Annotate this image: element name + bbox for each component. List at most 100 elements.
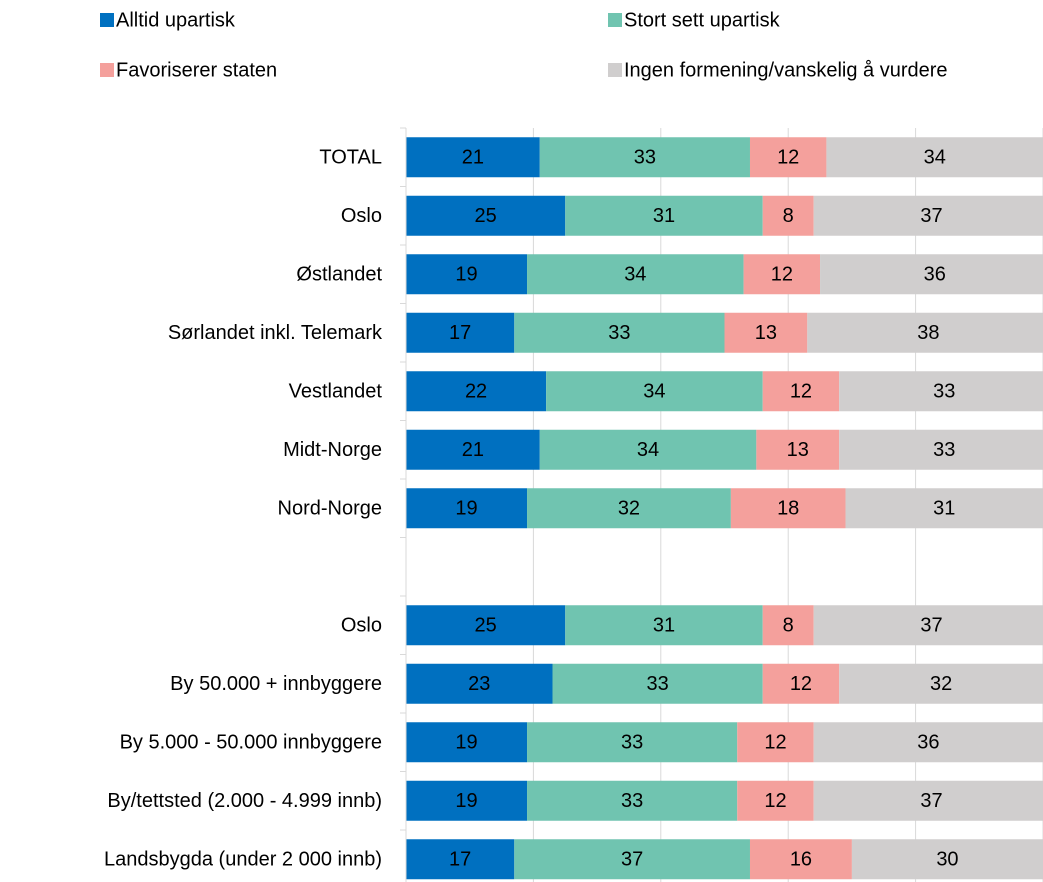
data-label: 23 xyxy=(468,673,490,695)
data-label: 12 xyxy=(764,790,786,812)
data-label: 32 xyxy=(930,673,952,695)
bar-segment xyxy=(743,254,821,295)
legend-swatch xyxy=(608,13,622,27)
bar-segment xyxy=(406,605,566,646)
data-label: 34 xyxy=(643,381,665,403)
data-label: 13 xyxy=(787,439,809,461)
data-label: 19 xyxy=(455,264,477,286)
bar-segment xyxy=(756,429,840,470)
data-label: 12 xyxy=(777,147,799,169)
category-label: By 50.000 + innbyggere xyxy=(170,673,382,695)
data-label: 33 xyxy=(646,673,668,695)
bar-segment xyxy=(514,839,750,880)
data-label: 31 xyxy=(653,205,675,227)
data-label: 37 xyxy=(920,615,942,637)
data-label: 12 xyxy=(790,673,812,695)
bar-segment xyxy=(406,839,515,880)
bars: 21 33 12 34 25 31 8 37 19 34 12 36 17 33 13 38 22 34 12 33 2… xyxy=(406,137,1043,880)
bar-segment xyxy=(406,137,540,178)
data-label: 36 xyxy=(917,732,939,754)
data-label: 37 xyxy=(920,205,942,227)
legend-label: Stort sett upartisk xyxy=(624,9,781,31)
data-label: 12 xyxy=(790,381,812,403)
data-label: 19 xyxy=(455,790,477,812)
bar-segment xyxy=(845,488,1043,529)
bar-segment xyxy=(565,195,763,236)
bar-segment xyxy=(527,254,744,295)
data-label: 16 xyxy=(790,849,812,871)
bar-segment xyxy=(813,605,1043,646)
category-label: Landsbygda (under 2 000 innb) xyxy=(104,849,382,871)
legend-label: Favoriserer staten xyxy=(116,59,277,81)
bar-segment xyxy=(730,488,846,529)
data-label: 37 xyxy=(621,849,643,871)
bar-segment xyxy=(546,371,763,412)
data-label: 36 xyxy=(924,264,946,286)
bar-segment xyxy=(406,663,553,704)
bar-segment xyxy=(737,780,814,821)
data-label: 21 xyxy=(462,147,484,169)
category-label: Oslo xyxy=(341,205,382,227)
legend-label: Ingen formening/vanskelig å vurdere xyxy=(624,59,948,81)
data-label: 33 xyxy=(634,147,656,169)
data-label: 25 xyxy=(475,615,497,637)
data-label: 33 xyxy=(933,381,955,403)
category-label: Østlandet xyxy=(296,264,382,286)
bar-segment xyxy=(807,312,1043,353)
bar-segment xyxy=(565,605,763,646)
bar-segment xyxy=(552,663,763,704)
bar-segment xyxy=(826,137,1043,178)
bar-segment xyxy=(839,429,1043,470)
bar-segment xyxy=(839,663,1043,704)
data-label: 30 xyxy=(936,849,958,871)
bar-segment xyxy=(762,371,840,412)
data-label: 33 xyxy=(621,790,643,812)
bar-segment xyxy=(820,254,1043,295)
data-label: 12 xyxy=(771,264,793,286)
bar-segment xyxy=(539,137,750,178)
data-label: 18 xyxy=(777,498,799,520)
bar-segment xyxy=(813,722,1043,763)
category-label: By/tettsted (2.000 - 4.999 innb) xyxy=(107,790,382,812)
category-label: TOTAL xyxy=(319,147,382,169)
data-label: 34 xyxy=(637,439,659,461)
bar-segment xyxy=(514,312,725,353)
category-label: By 5.000 - 50.000 innbyggere xyxy=(120,732,382,754)
bar-segment xyxy=(839,371,1043,412)
bar-segment xyxy=(527,780,738,821)
bar-segment xyxy=(851,839,1043,880)
data-label: 22 xyxy=(465,381,487,403)
bar-segment xyxy=(527,722,738,763)
data-label: 8 xyxy=(783,615,794,637)
data-label: 31 xyxy=(933,498,955,520)
legend-swatch xyxy=(100,63,114,77)
bar-segment xyxy=(406,429,540,470)
bar-segment xyxy=(762,605,814,646)
data-label: 17 xyxy=(449,849,471,871)
data-label: 19 xyxy=(455,732,477,754)
data-label: 34 xyxy=(924,147,946,169)
foreground: Alltid upartisk Stort sett upartisk Favori… xyxy=(100,9,948,882)
category-label: Vestlandet xyxy=(289,381,383,403)
bar-segment xyxy=(406,488,528,529)
bar-segment xyxy=(724,312,808,353)
data-label: 33 xyxy=(608,322,630,344)
bar-segment xyxy=(406,195,566,236)
data-label: 37 xyxy=(920,790,942,812)
data-label: 25 xyxy=(475,205,497,227)
bar-segment xyxy=(737,722,814,763)
bar-segment xyxy=(813,780,1043,821)
data-label: 8 xyxy=(783,205,794,227)
data-label: 13 xyxy=(755,322,777,344)
legend-label: Alltid upartisk xyxy=(116,9,236,31)
bar-segment xyxy=(749,839,852,880)
data-label: 17 xyxy=(449,322,471,344)
data-label: 12 xyxy=(764,732,786,754)
data-label: 31 xyxy=(653,615,675,637)
bar-segment xyxy=(749,137,827,178)
bar-segment xyxy=(406,254,528,295)
bar-segment xyxy=(527,488,731,529)
legend-swatch xyxy=(608,63,622,77)
data-label: 32 xyxy=(618,498,640,520)
